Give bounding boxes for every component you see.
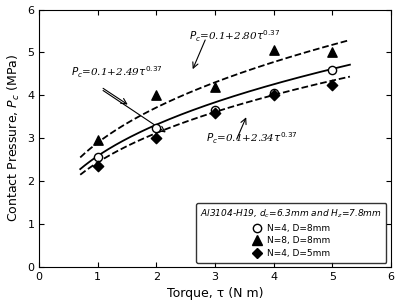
Text: $P_c$=0.1+2.34$\tau^{0.37}$: $P_c$=0.1+2.34$\tau^{0.37}$ [206, 130, 298, 146]
Y-axis label: Contact Pressure, $P_c$ (MPa): Contact Pressure, $P_c$ (MPa) [6, 54, 22, 222]
Point [95, 138, 101, 143]
Point [329, 82, 336, 87]
Legend: N=4, D=8mm, N=8, D=8mm, N=4, D=5mm: N=4, D=8mm, N=8, D=8mm, N=4, D=5mm [196, 203, 386, 263]
Point [329, 67, 336, 72]
Point [153, 125, 160, 130]
Point [153, 93, 160, 98]
Point [270, 48, 277, 53]
Point [95, 164, 101, 169]
Point [270, 93, 277, 98]
Point [153, 136, 160, 141]
Text: $P_c$=0.1+2.49$\tau^{0.37}$: $P_c$=0.1+2.49$\tau^{0.37}$ [72, 65, 163, 80]
Point [270, 91, 277, 96]
Point [212, 110, 218, 115]
Text: $P_c$=0.1+2.80$\tau^{0.37}$: $P_c$=0.1+2.80$\tau^{0.37}$ [189, 29, 280, 44]
Point [329, 50, 336, 55]
Point [212, 108, 218, 113]
X-axis label: Torque, τ (N m): Torque, τ (N m) [167, 287, 263, 300]
Point [212, 84, 218, 89]
Point [95, 154, 101, 159]
